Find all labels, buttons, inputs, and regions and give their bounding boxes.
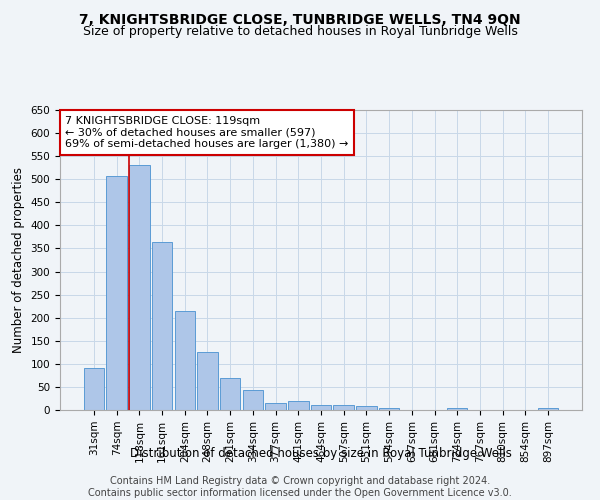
Bar: [152, 242, 172, 410]
Text: Distribution of detached houses by size in Royal Tunbridge Wells: Distribution of detached houses by size …: [130, 448, 512, 460]
Text: Contains HM Land Registry data © Crown copyright and database right 2024.
Contai: Contains HM Land Registry data © Crown c…: [88, 476, 512, 498]
Text: 7, KNIGHTSBRIDGE CLOSE, TUNBRIDGE WELLS, TN4 9QN: 7, KNIGHTSBRIDGE CLOSE, TUNBRIDGE WELLS,…: [79, 12, 521, 26]
Y-axis label: Number of detached properties: Number of detached properties: [12, 167, 25, 353]
Bar: [106, 176, 127, 410]
Bar: [220, 378, 241, 410]
Bar: [356, 406, 377, 410]
Bar: [288, 401, 308, 410]
Bar: [447, 408, 467, 410]
Bar: [84, 368, 104, 410]
Text: Size of property relative to detached houses in Royal Tunbridge Wells: Size of property relative to detached ho…: [83, 25, 517, 38]
Bar: [538, 408, 558, 410]
Bar: [311, 405, 331, 410]
Text: 7 KNIGHTSBRIDGE CLOSE: 119sqm
← 30% of detached houses are smaller (597)
69% of : 7 KNIGHTSBRIDGE CLOSE: 119sqm ← 30% of d…: [65, 116, 349, 149]
Bar: [129, 166, 149, 410]
Bar: [242, 390, 263, 410]
Bar: [197, 352, 218, 410]
Bar: [175, 311, 195, 410]
Bar: [265, 402, 286, 410]
Bar: [334, 405, 354, 410]
Bar: [379, 408, 400, 410]
